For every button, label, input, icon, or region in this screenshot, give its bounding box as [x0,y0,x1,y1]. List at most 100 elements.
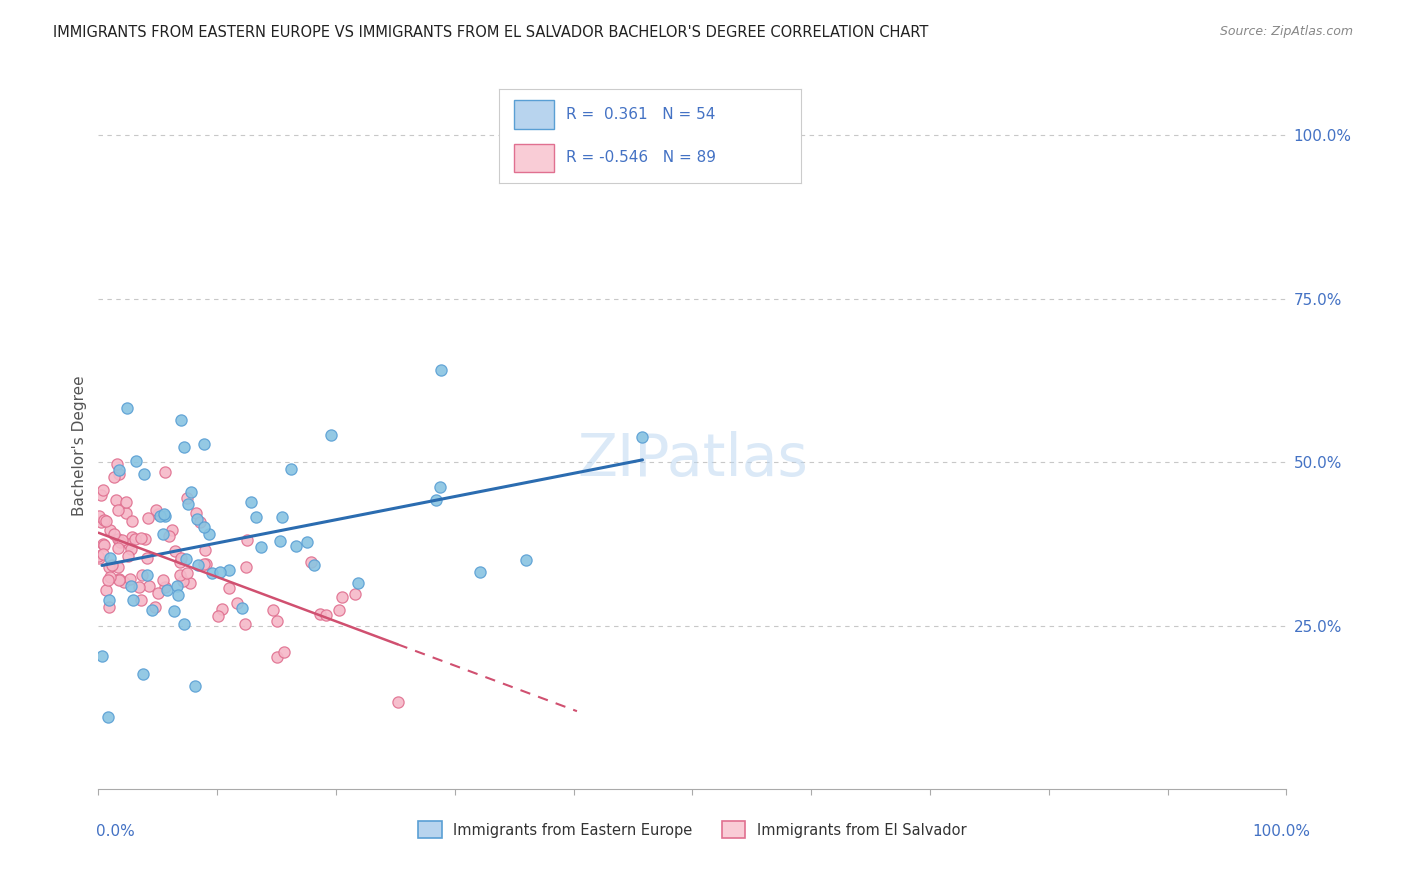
Point [145,503,167,517]
Text: R =  0.361   N = 54: R = 0.361 N = 54 [565,107,716,122]
Point [468,566,491,580]
Point [134,532,156,546]
Point [125,454,148,468]
Point [149,508,172,523]
Point [218,582,240,596]
Point [193,437,215,451]
Point [235,533,257,547]
Point [249,540,271,554]
Point [231,600,253,615]
Point [103,527,125,541]
Point [107,503,129,517]
Point [121,592,143,607]
Point [107,463,129,477]
Point [87,551,110,566]
Point [194,542,217,557]
Point [233,617,256,632]
Point [107,573,129,587]
Point [160,523,183,537]
Point [108,534,131,549]
Point [176,566,198,581]
Text: 100.0%: 100.0% [1253,824,1310,838]
Point [186,512,208,526]
Text: IMMIGRANTS FROM EASTERN EUROPE VS IMMIGRANTS FROM EL SALVADOR BACHELOR'S DEGREE : IMMIGRANTS FROM EASTERN EUROPE VS IMMIGR… [53,25,929,40]
Point [240,495,263,509]
Point [152,526,174,541]
Point [143,600,166,615]
Point [235,560,257,574]
Point [179,575,201,590]
Point [430,363,453,377]
Point [98,559,121,574]
Point [97,599,120,614]
Point [107,541,129,555]
Point [270,510,292,524]
Point [157,529,180,543]
Point [138,579,160,593]
Point [146,586,169,600]
Point [163,543,186,558]
Point [429,480,451,494]
Point [105,457,128,471]
Point [120,579,142,593]
Point [328,603,350,617]
Point [118,572,141,586]
Point [117,549,139,563]
Y-axis label: Bachelor's Degree: Bachelor's Degree [72,376,87,516]
Point [110,533,132,547]
Point [169,568,191,582]
Point [166,579,188,593]
Point [177,497,200,511]
Point [180,484,202,499]
Point [107,467,129,482]
Point [218,563,240,577]
Point [156,583,179,598]
Point [166,588,188,602]
Point [387,695,409,709]
Point [173,617,195,632]
Point [131,532,153,546]
Point [193,557,215,571]
Point [183,680,205,694]
Point [226,596,249,610]
Point [262,603,284,617]
Point [90,488,112,502]
Point [153,508,176,522]
Point [269,533,291,548]
Point [135,551,157,566]
Point [97,710,120,724]
Point [98,593,121,607]
Point [330,590,353,604]
Point [135,568,157,582]
Point [124,533,146,547]
Point [315,607,337,622]
Point [103,470,125,484]
FancyBboxPatch shape [515,101,554,128]
Point [155,465,177,479]
Point [148,507,170,521]
Point [169,555,191,569]
Legend: Immigrants from Eastern Europe, Immigrants from El Salvador: Immigrants from Eastern Europe, Immigran… [412,815,973,844]
Point [631,430,654,444]
Point [107,560,129,574]
Point [295,535,318,549]
Text: ZIPatlas: ZIPatlas [576,431,808,488]
Point [266,650,288,665]
Point [108,572,131,586]
Point [121,530,143,544]
Point [174,552,197,566]
Point [187,558,209,573]
Point [163,604,186,618]
Point [194,557,217,571]
Point [134,467,156,481]
Point [347,576,370,591]
Point [115,506,138,520]
Point [98,523,121,537]
Point [87,549,110,563]
Text: 0.0%: 0.0% [96,824,135,838]
Point [425,492,447,507]
Point [153,580,176,594]
Point [107,532,129,546]
Point [136,511,159,525]
Point [285,540,308,554]
